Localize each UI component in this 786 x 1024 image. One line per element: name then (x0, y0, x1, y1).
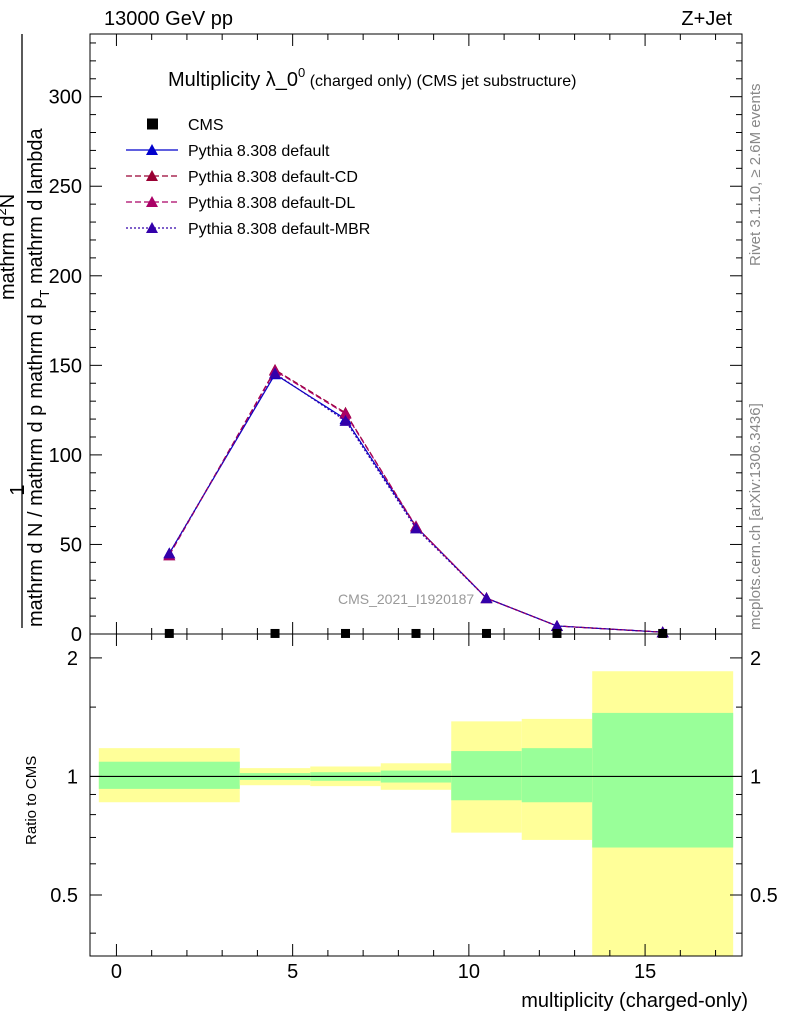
ylabel-denominator: mathrm d N / mathrm d p mathrm d pT mathr… (25, 128, 52, 627)
ratio-green-band (98, 761, 240, 789)
series-marker-3 (339, 407, 352, 419)
main-y-tick-label: 300 (49, 87, 82, 109)
ratio-green-band (592, 712, 734, 848)
main-title-text: Multiplicity λ_0 (168, 69, 298, 91)
legend-entry-2: Pythia 8.308 default-CD (126, 169, 358, 186)
ylabel-num-sup: 2 (0, 208, 9, 215)
ratio-y-tick-label: 0.5 (50, 885, 78, 907)
ratio-ylabel: Ratio to CMS (23, 756, 40, 845)
ylabel-one: 1 (7, 484, 29, 495)
series-marker-4 (410, 522, 422, 534)
cms-data-point (341, 628, 351, 638)
ylabel-num: mathrm d (0, 216, 19, 300)
ylabel-num-tail: N (0, 194, 19, 208)
main-title: Multiplicity λ_00 (charged only) (CMS je… (168, 65, 576, 91)
ratio-y-tick-label: 2 (67, 648, 78, 670)
legend-label: Pythia 8.308 default-CD (188, 169, 358, 186)
main-axis-ticks: 0 50 100 150 200 250 300 (49, 34, 742, 646)
ylabel-den-left: mathrm d N / mathrm d p (25, 405, 47, 627)
series-marker-4 (269, 367, 282, 379)
main-y-tick-label: 100 (49, 445, 82, 467)
ratio-axis-ticks: 0.5 0.5 1 1 2 2 0 5 10 15 (50, 634, 778, 983)
series-marker-4 (163, 547, 176, 559)
watermark: CMS_2021_I1920187 (338, 591, 474, 607)
header-process-label: Z+Jet (681, 8, 732, 30)
legend-label: Pythia 8.308 default-DL (188, 195, 355, 212)
cms-data-point (658, 628, 668, 638)
ratio-x-tick-label: 15 (634, 961, 656, 983)
main-y-tick-label: 150 (49, 355, 82, 377)
legend-entry-4: Pythia 8.308 default-MBR (126, 221, 370, 238)
ratio-xlabel: multiplicity (charged-only) (521, 990, 748, 1012)
main-y-tick-label: 50 (60, 534, 82, 556)
main-y-tick-label: 0 (71, 624, 82, 646)
ratio-x-tick-label: 5 (287, 961, 298, 983)
ratio-y-tick-label-right: 1 (750, 766, 761, 788)
main-y-tick-label: 200 (49, 266, 82, 288)
ratio-uncertainty-bands (90, 671, 742, 956)
cms-data-point (164, 628, 174, 638)
main-ylabel: 1 mathrm d N / mathrm d p mathrm d pT mat… (0, 34, 52, 628)
legend-label: CMS (188, 117, 224, 134)
series-marker-4 (339, 414, 352, 426)
main-y-tick-label: 250 (49, 176, 82, 198)
legend-triangle-marker (146, 222, 158, 233)
legend-label: Pythia 8.308 default (188, 143, 330, 160)
legend-entry-1: Pythia 8.308 default (126, 143, 330, 160)
ratio-y-tick-label: 1 (67, 766, 78, 788)
ratio-plot-frame (89, 633, 743, 957)
ylabel-den-right: mathrm d p (25, 298, 47, 399)
ratio-green-band (521, 748, 593, 803)
ylabel-den-sub-t: T (37, 290, 52, 298)
cms-data-point (481, 628, 491, 638)
ylabel-den-tail: mathrm d lambda (25, 128, 47, 290)
legend-triangle-marker (146, 196, 158, 207)
ratio-green-band (451, 751, 522, 801)
legend-entry-3: Pythia 8.308 default-DL (126, 195, 355, 212)
series-marker-4 (550, 619, 563, 631)
ratio-y-tick-label-right: 0.5 (750, 885, 778, 907)
legend-label: Pythia 8.308 default-MBR (188, 221, 370, 238)
ratio-y-tick-label-right: 2 (750, 648, 761, 670)
ylabel-numerator: mathrm d2N (0, 194, 19, 300)
main-title-suffix: (charged only) (CMS jet substructure) (305, 73, 576, 90)
legend: CMS Pythia 8.308 default Pythia 8.308 defa… (126, 117, 370, 238)
cms-data-point (552, 628, 562, 638)
legend-entry-0: CMS (147, 117, 224, 134)
ratio-x-tick-label: 10 (458, 961, 480, 983)
header-energy-label: 13000 GeV pp (104, 8, 233, 30)
main-title-superscript: 0 (298, 65, 305, 80)
legend-triangle-marker (146, 170, 158, 181)
ratio-panel: 0.5 0.5 1 1 2 2 0 5 10 15 Ratio to CMS multiplici… (23, 633, 778, 1012)
legend-square-marker (147, 118, 158, 130)
legend-triangle-marker (146, 144, 158, 155)
series-marker-4 (480, 592, 493, 604)
cms-data-point (270, 628, 280, 638)
cms-data-point (411, 628, 421, 638)
ratio-x-tick-label: 0 (111, 961, 122, 983)
